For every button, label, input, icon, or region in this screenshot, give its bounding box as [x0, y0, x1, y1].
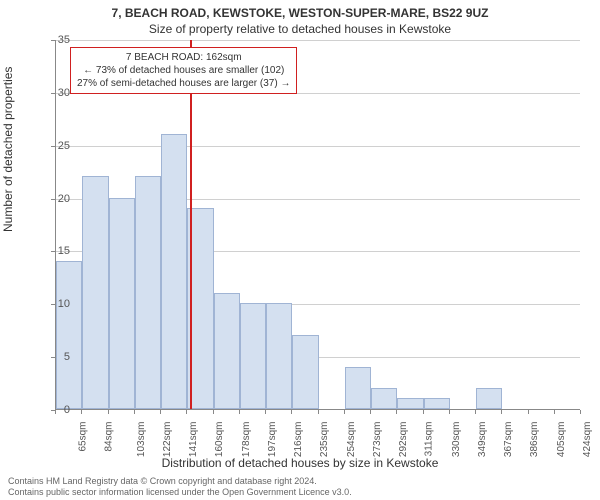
x-tick-label: 235sqm: [319, 422, 330, 458]
y-tick-mark: [51, 357, 55, 358]
histogram-bar: [161, 134, 187, 409]
y-tick-label: 10: [30, 298, 70, 310]
x-tick-mark: [213, 410, 214, 414]
y-tick-mark: [51, 93, 55, 94]
x-tick-label: 197sqm: [267, 422, 278, 458]
x-tick-label: 65sqm: [78, 422, 89, 452]
x-tick-mark: [318, 410, 319, 414]
x-tick-mark: [528, 410, 529, 414]
annotation-line3: 27% of semi-detached houses are larger (…: [77, 77, 290, 90]
histogram-bar: [424, 398, 450, 409]
x-tick-label: 367sqm: [503, 422, 514, 458]
x-tick-mark: [134, 410, 135, 414]
x-tick-label: 405sqm: [556, 422, 567, 458]
y-tick-mark: [51, 199, 55, 200]
annotation-box: 7 BEACH ROAD: 162sqm ← 73% of detached h…: [70, 47, 297, 94]
histogram-bar: [240, 303, 266, 409]
x-tick-mark: [81, 410, 82, 414]
y-tick-label: 15: [30, 245, 70, 257]
x-tick-mark: [291, 410, 292, 414]
x-tick-mark: [423, 410, 424, 414]
x-tick-mark: [186, 410, 187, 414]
y-tick-label: 30: [30, 87, 70, 99]
histogram-bar: [397, 398, 423, 409]
x-tick-mark: [475, 410, 476, 414]
annotation-line1: 7 BEACH ROAD: 162sqm: [77, 51, 290, 64]
x-tick-mark: [501, 410, 502, 414]
y-axis-label: Number of detached properties: [1, 67, 15, 232]
x-tick-label: 178sqm: [241, 422, 252, 458]
x-tick-mark: [344, 410, 345, 414]
annotation-line2: ← 73% of detached houses are smaller (10…: [77, 64, 290, 77]
histogram-bar: [109, 198, 135, 409]
histogram-bar: [345, 367, 371, 409]
x-tick-label: 103sqm: [136, 422, 147, 458]
x-tick-label: 424sqm: [582, 422, 593, 458]
gridline: [56, 146, 580, 147]
x-tick-label: 122sqm: [162, 422, 173, 458]
histogram-bar: [56, 261, 82, 409]
y-tick-label: 0: [30, 404, 70, 416]
x-tick-label: 330sqm: [451, 422, 462, 458]
x-tick-mark: [160, 410, 161, 414]
y-tick-mark: [51, 146, 55, 147]
histogram-bar: [292, 335, 318, 409]
chart-title-sub: Size of property relative to detached ho…: [0, 22, 600, 36]
plot-area: [55, 40, 580, 410]
x-tick-label: 216sqm: [293, 422, 304, 458]
histogram-bar: [135, 176, 161, 409]
x-tick-label: 254sqm: [346, 422, 357, 458]
gridline: [56, 40, 580, 41]
x-tick-mark: [580, 410, 581, 414]
x-tick-label: 84sqm: [104, 422, 115, 452]
x-tick-label: 273sqm: [372, 422, 383, 458]
histogram-bar: [82, 176, 108, 409]
x-tick-mark: [554, 410, 555, 414]
y-tick-label: 20: [30, 193, 70, 205]
x-tick-mark: [239, 410, 240, 414]
x-tick-mark: [265, 410, 266, 414]
histogram-bar: [476, 388, 502, 409]
x-tick-mark: [370, 410, 371, 414]
x-tick-label: 386sqm: [529, 422, 540, 458]
histogram-bar: [266, 303, 292, 409]
footer-line2: Contains public sector information licen…: [8, 487, 352, 498]
histogram-bar: [214, 293, 240, 409]
x-tick-mark: [108, 410, 109, 414]
x-axis-label: Distribution of detached houses by size …: [0, 456, 600, 470]
x-tick-label: 292sqm: [398, 422, 409, 458]
x-tick-label: 160sqm: [214, 422, 225, 458]
y-tick-label: 5: [30, 351, 70, 363]
chart-title-main: 7, BEACH ROAD, KEWSTOKE, WESTON-SUPER-MA…: [0, 6, 600, 20]
x-tick-mark: [396, 410, 397, 414]
x-tick-label: 311sqm: [424, 422, 435, 457]
y-tick-label: 25: [30, 140, 70, 152]
marker-line: [190, 40, 192, 409]
chart-container: 7, BEACH ROAD, KEWSTOKE, WESTON-SUPER-MA…: [0, 0, 600, 500]
x-tick-label: 349sqm: [477, 422, 488, 458]
y-tick-mark: [51, 304, 55, 305]
footer-line1: Contains HM Land Registry data © Crown c…: [8, 476, 352, 487]
y-tick-mark: [51, 251, 55, 252]
x-tick-mark: [449, 410, 450, 414]
x-tick-label: 141sqm: [188, 422, 199, 458]
y-tick-mark: [51, 40, 55, 41]
histogram-bar: [371, 388, 397, 409]
y-tick-label: 35: [30, 34, 70, 46]
x-tick-mark: [55, 410, 56, 414]
footer-text: Contains HM Land Registry data © Crown c…: [8, 476, 352, 498]
